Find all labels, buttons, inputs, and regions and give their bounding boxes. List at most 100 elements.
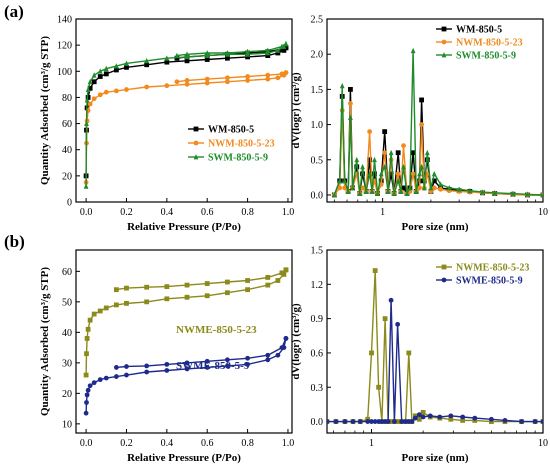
data-point <box>83 183 89 189</box>
data-point <box>275 278 281 283</box>
x-tick-label: 0.8 <box>241 438 254 449</box>
data-point <box>460 414 466 420</box>
data-point <box>279 71 285 77</box>
data-point <box>275 75 281 81</box>
data-point <box>124 364 129 369</box>
legend-label: WM-850-5 <box>208 125 254 136</box>
data-point <box>376 419 382 424</box>
data-point <box>87 85 93 91</box>
data-point <box>532 419 538 424</box>
data-point <box>407 185 413 191</box>
data-point <box>245 48 250 55</box>
data-point <box>265 53 271 58</box>
y-tick-label: 0.0 <box>311 417 324 428</box>
data-point <box>204 50 210 56</box>
data-point <box>419 163 424 170</box>
data-point <box>279 270 285 276</box>
data-point <box>395 150 401 156</box>
y-tick-label: 2.5 <box>311 15 324 26</box>
legend-label: WM-850-5 <box>456 25 502 36</box>
data-point <box>144 369 150 375</box>
data-point <box>164 284 170 289</box>
data-point <box>413 188 419 194</box>
data-point <box>367 170 373 177</box>
data-point <box>265 47 271 53</box>
series-3 <box>83 40 289 189</box>
data-point <box>97 92 103 98</box>
data-point <box>113 67 119 73</box>
data-point <box>431 178 437 184</box>
data-point <box>456 186 462 192</box>
data-point <box>164 83 170 89</box>
data-point <box>385 419 391 424</box>
data-point <box>419 122 424 127</box>
data-point <box>164 59 170 65</box>
y-axis-label: Quantity Adsorbed (cm³/g STP) <box>39 267 51 416</box>
data-point <box>348 101 353 106</box>
data-point <box>339 82 345 89</box>
data-point <box>245 361 250 367</box>
data-point <box>265 282 271 288</box>
x-tick-label: 0.2 <box>120 438 133 449</box>
data-point <box>540 192 543 198</box>
y-tick-label: 2.0 <box>311 50 324 61</box>
data-point <box>360 163 365 170</box>
data-point <box>460 418 466 423</box>
data-point <box>103 65 109 72</box>
x-tick-label: 0.2 <box>120 207 133 218</box>
data-point <box>83 372 89 378</box>
data-point <box>412 415 418 421</box>
data-point <box>519 419 524 424</box>
data-point <box>378 170 384 177</box>
data-point <box>204 358 210 364</box>
data-point <box>283 70 289 75</box>
data-point <box>87 78 93 85</box>
data-point <box>91 380 97 386</box>
y-tick-label: 140 <box>57 15 72 26</box>
data-point <box>488 416 494 422</box>
data-point <box>184 78 190 83</box>
data-point <box>448 413 454 419</box>
data-point <box>395 419 401 424</box>
data-point <box>84 351 89 357</box>
y-tick-label: 0.0 <box>311 190 324 201</box>
data-point <box>164 368 170 373</box>
data-point <box>279 345 285 350</box>
data-point <box>124 372 129 378</box>
data-point <box>327 419 330 424</box>
x-tick-label: 1.0 <box>282 207 295 218</box>
data-point <box>431 185 437 191</box>
series-inline-label: SWME-850-5-9 <box>176 360 250 372</box>
data-point <box>103 71 109 77</box>
data-point <box>348 86 353 92</box>
data-point <box>331 192 337 198</box>
data-point <box>103 375 109 381</box>
y-tick-label: 60 <box>62 267 72 278</box>
data-point <box>204 76 210 82</box>
series-2 <box>327 297 543 424</box>
y-axis-label: dV(logr) (cm³/g) <box>290 72 302 149</box>
data-point <box>391 190 397 196</box>
data-point <box>492 189 498 196</box>
data-point <box>144 84 150 90</box>
y-tick-label: 120 <box>57 41 72 52</box>
data-point <box>85 95 91 100</box>
data-point <box>97 68 103 74</box>
y-tick-label: 1.5 <box>311 85 324 96</box>
data-point <box>97 308 103 314</box>
series-2 <box>83 70 289 185</box>
y-tick-label: 0.5 <box>311 155 324 166</box>
data-point <box>369 188 375 194</box>
plot-frame <box>75 18 293 203</box>
data-point <box>279 43 285 49</box>
data-point <box>382 163 388 170</box>
series-inline-label: NWME-850-5-23 <box>176 324 257 336</box>
series-1 <box>83 267 289 378</box>
data-point <box>113 365 119 370</box>
y-tick-label: 0.3 <box>311 383 324 394</box>
y-tick-label: 10 <box>62 419 72 430</box>
x-tick-label: 1 <box>369 438 374 449</box>
data-point <box>395 177 401 184</box>
data-point <box>395 171 401 177</box>
